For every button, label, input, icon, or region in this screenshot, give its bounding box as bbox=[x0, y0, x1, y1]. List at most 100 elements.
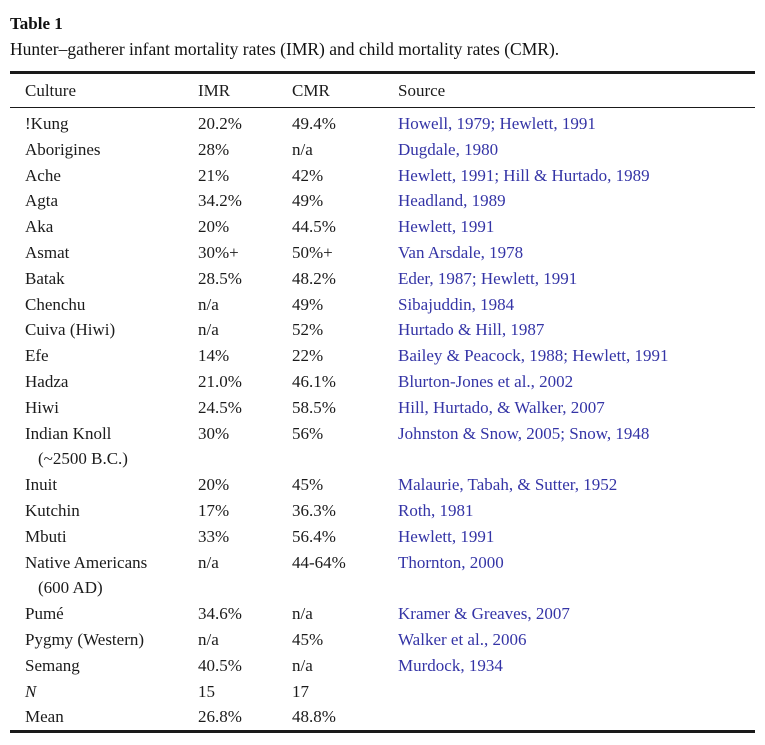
column-header-source: Source bbox=[398, 72, 755, 108]
cmr-value: 49.4% bbox=[292, 114, 336, 133]
source-cell: Sibajuddin, 1984 bbox=[398, 292, 755, 318]
culture-name: Inuit bbox=[25, 475, 58, 495]
table-row: Pumé 34.6% n/a Kramer & Greaves, 2007 bbox=[10, 601, 755, 627]
culture-name: Ache bbox=[25, 165, 61, 185]
source-citation-link[interactable]: Murdock, 1934 bbox=[398, 655, 503, 675]
imr-value: 28.5% bbox=[198, 268, 242, 288]
table-header: Culture IMR CMR Source bbox=[10, 72, 755, 108]
cmr-value: 45% bbox=[292, 475, 324, 495]
source-cell: Kramer & Greaves, 2007 bbox=[398, 601, 755, 627]
imr-value: 20% bbox=[198, 475, 230, 495]
culture-name: Cuiva (Hiwi) bbox=[25, 320, 116, 340]
source-citation-link[interactable]: Howell, 1979; Hewlett, 1991 bbox=[398, 114, 596, 133]
culture-name: Agta bbox=[25, 191, 59, 211]
source-cell: Dugdale, 1980 bbox=[398, 137, 755, 163]
source-citation-link[interactable]: Hill, Hurtado, & Walker, 2007 bbox=[398, 397, 605, 417]
culture-cell: Mean bbox=[10, 704, 198, 731]
imr-value: 14% bbox=[198, 346, 230, 366]
source-citation-link[interactable]: Blurton-Jones et al., 2002 bbox=[398, 371, 574, 391]
table-row: Efe 14% 22% Bailey & Peacock, 1988; Hewlett… bbox=[10, 343, 755, 369]
source-citation-link[interactable]: Headland, 1989 bbox=[398, 191, 506, 211]
imr-value: 34.6% bbox=[198, 604, 242, 624]
cmr-value: 56% bbox=[292, 423, 324, 443]
culture-cell: Semang bbox=[10, 653, 198, 679]
source-citation-link[interactable]: Malaurie, Tabah, & Sutter, 1952 bbox=[398, 475, 618, 495]
table-row: Asmat 30%+ 50%+ Van Arsdale, 1978 bbox=[10, 240, 755, 266]
source-cell: Hewlett, 1991 bbox=[398, 214, 755, 240]
culture-name-line2: (600 AD) bbox=[38, 578, 103, 598]
source-citation-link[interactable]: Roth, 1981 bbox=[398, 500, 474, 520]
source-cell: Hill, Hurtado, & Walker, 2007 bbox=[398, 395, 755, 421]
table-row: !Kung 20.2% 49.4% Howell, 1979; Hewlett, 19… bbox=[10, 108, 755, 137]
imr-value: 26.8% bbox=[198, 707, 242, 727]
culture-cell: Mbuti bbox=[10, 524, 198, 550]
source-citation-link[interactable]: Thornton, 2000 bbox=[398, 552, 504, 572]
column-header-imr: IMR bbox=[198, 72, 292, 108]
imr-value: n/a bbox=[198, 629, 219, 649]
table-row: Aka 20% 44.5% Hewlett, 1991 bbox=[10, 214, 755, 240]
culture-cell: Inuit bbox=[10, 472, 198, 498]
culture-name: Mean bbox=[25, 707, 64, 727]
table-row: Mbuti 33% 56.4% Hewlett, 1991 bbox=[10, 524, 755, 550]
table-row: Cuiva (Hiwi) n/a 52% Hurtado & Hill, 1987 bbox=[10, 317, 755, 343]
culture-name: Pumé bbox=[25, 604, 64, 624]
cmr-value: n/a bbox=[292, 655, 313, 675]
source-citation-link[interactable]: Hewlett, 1991; Hill & Hurtado, 1989 bbox=[398, 165, 650, 185]
source-citation-link[interactable]: Hurtado & Hill, 1987 bbox=[398, 320, 545, 340]
column-header-culture: Culture bbox=[10, 72, 198, 108]
culture-cell: Aka bbox=[10, 214, 198, 240]
source-citation-link[interactable]: Kramer & Greaves, 2007 bbox=[398, 604, 570, 624]
table-row: Native Americans (600 AD) n/a 44-64% Thornto… bbox=[10, 550, 755, 602]
culture-cell: Asmat bbox=[10, 240, 198, 266]
culture-name: Hiwi bbox=[25, 397, 59, 417]
culture-cell: N bbox=[10, 679, 198, 705]
source-citation-link[interactable]: Walker et al., 2006 bbox=[398, 629, 527, 649]
culture-name: N bbox=[25, 681, 37, 701]
imr-value: n/a bbox=[198, 552, 219, 572]
cmr-value: 22% bbox=[292, 346, 324, 366]
source-cell: Murdock, 1934 bbox=[398, 653, 755, 679]
source-citation-link[interactable]: Bailey & Peacock, 1988; Hewlett, 1991 bbox=[398, 346, 669, 366]
cmr-value: 45% bbox=[292, 629, 324, 649]
cmr-value: 58.5% bbox=[292, 397, 336, 417]
source-cell: Hurtado & Hill, 1987 bbox=[398, 317, 755, 343]
source-cell bbox=[398, 679, 755, 705]
culture-cell: Pumé bbox=[10, 601, 198, 627]
source-cell: Johnston & Snow, 2005; Snow, 1948 bbox=[398, 421, 755, 473]
culture-name: Semang bbox=[25, 655, 80, 675]
table-row: Kutchin 17% 36.3% Roth, 1981 bbox=[10, 498, 755, 524]
table-label: Table 1 bbox=[10, 14, 63, 33]
culture-cell: Hiwi bbox=[10, 395, 198, 421]
imr-value: 20% bbox=[198, 217, 230, 237]
culture-cell: Indian Knoll (~2500 B.C.) bbox=[10, 421, 198, 473]
source-citation-link[interactable]: Van Arsdale, 1978 bbox=[398, 242, 524, 262]
table-row: Chenchu n/a 49% Sibajuddin, 1984 bbox=[10, 292, 755, 318]
imr-value: 24.5% bbox=[198, 397, 242, 417]
culture-name: Chenchu bbox=[25, 294, 86, 314]
cmr-value: n/a bbox=[292, 139, 313, 159]
table-row: N 15 17 bbox=[10, 679, 755, 705]
source-citation-link[interactable]: Johnston & Snow, 2005; Snow, 1948 bbox=[398, 423, 650, 443]
source-citation-link[interactable]: Eder, 1987; Hewlett, 1991 bbox=[398, 268, 578, 288]
culture-name: Mbuti bbox=[25, 526, 67, 546]
cmr-value: 44.5% bbox=[292, 217, 336, 237]
table-caption: Hunter–gatherer infant mortality rates (… bbox=[10, 39, 560, 59]
culture-name: Batak bbox=[25, 268, 65, 288]
source-citation-link[interactable]: Hewlett, 1991 bbox=[398, 526, 495, 546]
cmr-value: 48.2% bbox=[292, 268, 336, 288]
table-row: Semang 40.5% n/a Murdock, 1934 bbox=[10, 653, 755, 679]
source-cell: Hewlett, 1991 bbox=[398, 524, 755, 550]
source-cell: Roth, 1981 bbox=[398, 498, 755, 524]
culture-cell: !Kung bbox=[10, 108, 198, 137]
culture-cell: Ache bbox=[10, 163, 198, 189]
source-cell bbox=[398, 704, 755, 731]
source-citation-link[interactable]: Hewlett, 1991 bbox=[398, 217, 495, 237]
source-citation-link[interactable]: Sibajuddin, 1984 bbox=[398, 294, 515, 314]
source-citation-link[interactable]: Dugdale, 1980 bbox=[398, 139, 499, 159]
imr-value: n/a bbox=[198, 294, 219, 314]
culture-cell: Hadza bbox=[10, 369, 198, 395]
imr-value: 15 bbox=[198, 681, 215, 701]
cmr-value: 44-64% bbox=[292, 552, 346, 572]
imr-value: 17% bbox=[198, 500, 230, 520]
source-cell: Van Arsdale, 1978 bbox=[398, 240, 755, 266]
